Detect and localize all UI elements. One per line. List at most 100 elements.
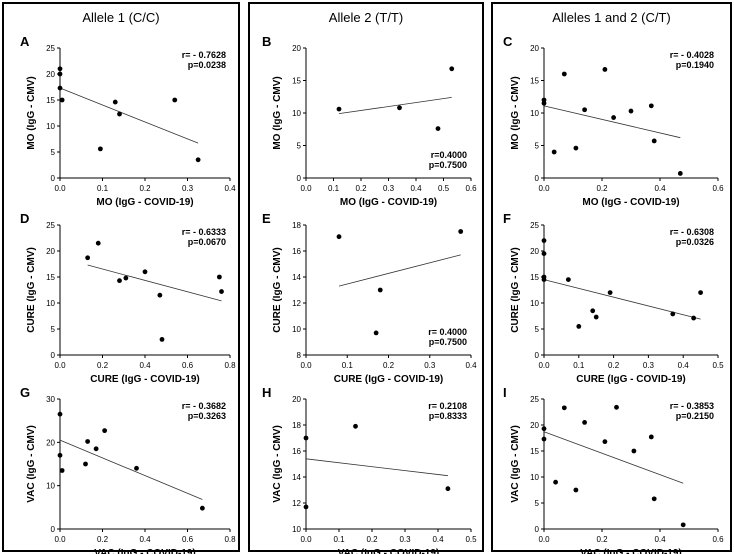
stat-annotation: p=0.2150 [676,411,714,421]
stat-annotation: r= - 0.6308 [670,227,714,237]
stat-annotation: r= - 0.6333 [182,227,226,237]
data-point [172,97,178,103]
y-tick-label: 25 [530,221,539,230]
regression-line [59,87,199,144]
data-point [677,171,683,176]
y-tick-label: 0 [535,525,540,534]
y-tick-label: 10 [292,109,301,118]
y-tick-label: 12 [292,299,301,308]
data-point [219,289,224,294]
y-tick-label: 10 [46,122,55,131]
y-tick-label: 20 [530,44,539,53]
stat-annotation: p=0.3263 [188,411,226,421]
data-point [59,468,65,473]
y-tick-label: 10 [530,109,539,118]
column-box-allele2 [248,2,484,552]
data-point [631,448,637,454]
stat-annotation: p=0.0670 [188,237,226,247]
data-point [57,452,63,458]
y-tick-label: 18 [292,421,301,430]
x-tick-label: 0.1 [97,184,109,193]
stat-annotation: p=0.1940 [676,60,714,70]
stat-annotation: r= - 0.3853 [670,401,714,411]
data-point [199,505,205,511]
y-tick-label: 15 [530,447,539,456]
x-tick-label: 0.5 [438,184,450,193]
x-tick-label: 0.3 [383,184,395,193]
data-point [85,255,91,261]
y-axis-label: CURE (IgG - CMV) [272,247,283,333]
data-point [57,85,63,91]
regression-line [338,254,461,287]
data-point [541,277,547,282]
data-point [648,103,654,109]
panel-letter: C [503,34,513,49]
x-tick-label: 0.0 [54,361,66,370]
data-point [565,277,571,282]
y-tick-label: 20 [46,70,55,79]
data-point [541,97,547,103]
x-tick-label: 0.2 [596,535,608,544]
y-tick-label: 20 [530,421,539,430]
data-point [195,157,201,163]
data-point [561,405,567,411]
data-point [377,287,383,293]
data-point [112,99,118,105]
data-point [117,111,122,117]
y-tick-label: 25 [46,221,55,230]
x-axis-label: MO (IgG - COVID-19) [582,197,679,208]
data-point [651,138,657,144]
x-tick-label: 0.1 [333,535,345,544]
data-point [353,423,358,429]
y-tick-label: 15 [46,273,55,282]
y-tick-label: 0 [51,174,56,183]
x-tick-label: 0.8 [224,535,236,544]
y-tick-label: 0 [535,174,540,183]
data-point [59,97,65,103]
y-tick-label: 10 [530,473,539,482]
y-axis-label: CURE (IgG - CMV) [510,247,521,333]
x-tick-label: 0.6 [182,361,194,370]
data-point [373,330,379,336]
x-tick-label: 0.0 [300,184,312,193]
stat-annotation: r=0.4000 [431,150,467,160]
regression-line [305,458,448,477]
y-axis-label: VAC (IgG - CMV) [510,425,521,503]
column-box-alleles12 [491,2,732,552]
y-tick-label: 5 [535,142,540,151]
x-tick-label: 0.2 [97,361,109,370]
x-tick-label: 0.2 [355,184,367,193]
y-tick-label: 5 [297,142,302,151]
x-axis-label: CURE (IgG - COVID-19) [90,374,199,385]
stat-annotation: r= - 0.3682 [182,401,226,411]
x-tick-label: 0.4 [465,361,477,370]
data-point [614,404,619,410]
x-axis-label: VAC (IgG - COVID-19) [338,548,439,554]
data-point [573,487,579,493]
x-tick-label: 0.4 [678,361,690,370]
x-tick-label: 0.6 [712,184,724,193]
y-tick-label: 0 [51,525,56,534]
regression-line [338,97,452,115]
panel-letter: B [262,34,271,49]
x-tick-label: 0.6 [182,535,194,544]
x-tick-label: 0.5 [712,361,724,370]
panel-letter: D [20,211,29,226]
column-title-allele1: Allele 1 (C/C) [82,10,160,25]
x-tick-label: 0.2 [596,184,608,193]
stat-annotation: p=0.7500 [429,337,467,347]
y-tick-label: 0 [535,351,540,360]
data-point [397,105,402,111]
column-title-allele2: Allele 2 (T/T) [328,10,404,25]
y-axis-label: MO (IgG - CMV) [510,76,521,149]
data-point [123,275,129,281]
data-point [541,238,547,244]
data-point [602,439,608,445]
y-tick-label: 16 [292,447,301,456]
x-tick-label: 0.6 [465,184,477,193]
y-tick-label: 20 [46,438,55,447]
y-tick-label: 5 [535,499,540,508]
data-point [680,522,686,528]
